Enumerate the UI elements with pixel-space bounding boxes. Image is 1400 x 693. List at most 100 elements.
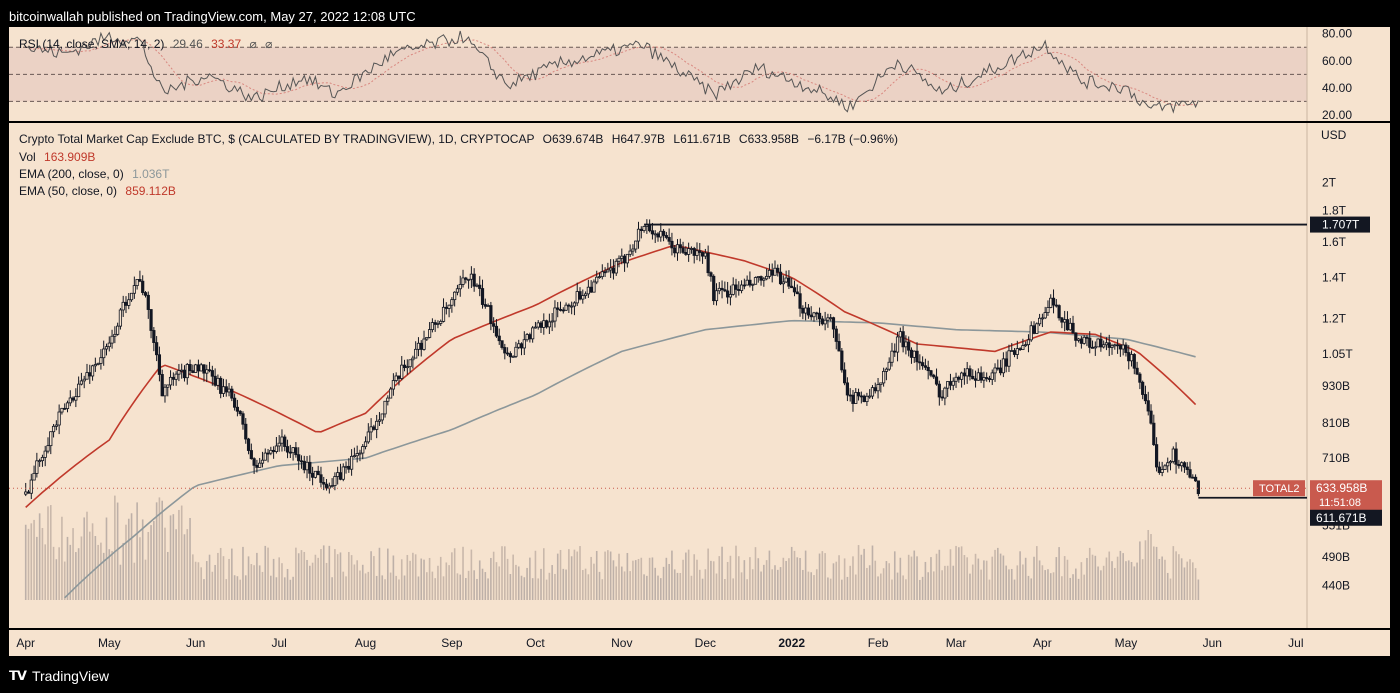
ohlc-low: L611.671B xyxy=(673,132,731,146)
candle-down xyxy=(297,454,301,462)
volume-bar xyxy=(186,529,189,600)
volume-bar xyxy=(325,562,328,600)
volume-bar xyxy=(331,577,333,600)
volume-bar xyxy=(991,556,994,600)
price-tick-label: 710B xyxy=(1322,451,1350,465)
candle-down xyxy=(1174,448,1178,465)
volume-bar xyxy=(24,524,27,600)
ema200-legend: EMA (200, close, 0) 1.036T xyxy=(19,167,169,181)
time-tick-label: Dec xyxy=(695,636,716,650)
volume-bar xyxy=(470,549,473,600)
candle-up xyxy=(536,322,540,328)
volume-bar xyxy=(1069,577,1072,600)
candle-down xyxy=(909,349,914,358)
volume-bar xyxy=(604,551,606,600)
volume-bar xyxy=(737,556,740,600)
candle-down xyxy=(1193,476,1198,482)
candle-up xyxy=(943,387,947,399)
volume-bar xyxy=(949,549,952,600)
candle-up xyxy=(767,269,772,277)
candle-down xyxy=(681,247,685,253)
brand-name: TradingView xyxy=(31,668,109,684)
volume-bar xyxy=(1141,559,1144,600)
candle-up xyxy=(617,257,621,262)
volume-bar xyxy=(1197,579,1200,600)
candle-down xyxy=(918,361,922,364)
candle-up xyxy=(57,411,61,426)
volume-bar xyxy=(1180,558,1183,600)
candle-down xyxy=(149,309,153,331)
candle-up xyxy=(74,396,78,401)
candle-up xyxy=(305,461,309,471)
candle-down xyxy=(124,301,128,306)
candle-up xyxy=(35,460,39,474)
volume-bar xyxy=(1139,541,1141,600)
volume-bar xyxy=(685,552,687,600)
volume-bar xyxy=(1022,564,1024,600)
volume-bar xyxy=(520,575,523,600)
candle-down xyxy=(288,451,292,454)
volume-bar xyxy=(529,557,531,600)
candle-up xyxy=(542,320,546,328)
volume-bar xyxy=(751,569,754,600)
candle-down xyxy=(1149,410,1153,424)
volume-bar xyxy=(640,557,643,600)
volume-bar xyxy=(662,566,665,600)
candle-up xyxy=(575,291,579,304)
volume-bar xyxy=(278,557,280,600)
price-tick-label: 1.6T xyxy=(1322,235,1347,249)
candle-down xyxy=(929,370,933,376)
volume-bar xyxy=(710,560,712,600)
volume-bar xyxy=(442,576,445,600)
volume-bar xyxy=(854,574,857,600)
volume-bar xyxy=(646,575,648,600)
volume-bar xyxy=(634,560,637,600)
candle-down xyxy=(985,377,989,379)
volume-bar xyxy=(846,576,849,600)
candle-up xyxy=(1104,342,1109,346)
candle-up xyxy=(377,419,382,422)
rsi-sma-value: 33.37 xyxy=(211,37,242,51)
volume-bar xyxy=(542,548,545,600)
candle-up xyxy=(380,413,384,421)
volume-bar xyxy=(200,567,202,600)
volume-bar xyxy=(1052,572,1055,600)
rsi-legend: RSI (14, close, SMA, 14, 2) 29.46 33.37 … xyxy=(19,37,272,51)
candle-down xyxy=(138,279,142,282)
volume-bar xyxy=(682,559,684,600)
volume-bar xyxy=(537,578,540,600)
candle-down xyxy=(923,365,927,368)
time-tick-label: Jun xyxy=(186,636,205,650)
volume-bar xyxy=(1047,569,1049,600)
candle-down xyxy=(294,447,298,456)
candle-down xyxy=(726,290,730,298)
volume-bar xyxy=(375,575,378,600)
volume-bar xyxy=(796,557,799,600)
candle-down xyxy=(698,250,702,253)
candle-up xyxy=(625,253,629,264)
volume-bar xyxy=(757,558,760,600)
volume-bar xyxy=(300,550,303,600)
settings-icon[interactable]: ⌀ xyxy=(265,37,273,51)
candle-up xyxy=(38,460,42,463)
volume-bar xyxy=(478,560,481,600)
candle-up xyxy=(581,295,585,300)
candle-down xyxy=(795,291,799,295)
tradingview-logo-icon[interactable]: 𝗧𝗩 xyxy=(9,668,27,683)
volume-bar xyxy=(233,575,236,600)
time-axis[interactable]: Apr May Jun Jul Aug Sep Oct Nov Dec 2022 Feb Mar Apr… xyxy=(9,630,1390,656)
candle-up xyxy=(781,281,785,285)
candle-down xyxy=(238,410,242,415)
volume-bar xyxy=(1144,540,1147,600)
volume-bar xyxy=(44,544,47,600)
hide-icon[interactable]: ⌀ xyxy=(249,37,257,51)
volume-bar xyxy=(927,572,929,600)
candle-up xyxy=(68,397,72,404)
volume-bar xyxy=(339,552,342,600)
volume-bar xyxy=(169,515,172,600)
volume-bar xyxy=(476,578,478,600)
candle-up xyxy=(887,361,891,370)
candle-down xyxy=(528,334,532,340)
volume-bar xyxy=(1088,547,1091,600)
candle-up xyxy=(1063,319,1067,323)
